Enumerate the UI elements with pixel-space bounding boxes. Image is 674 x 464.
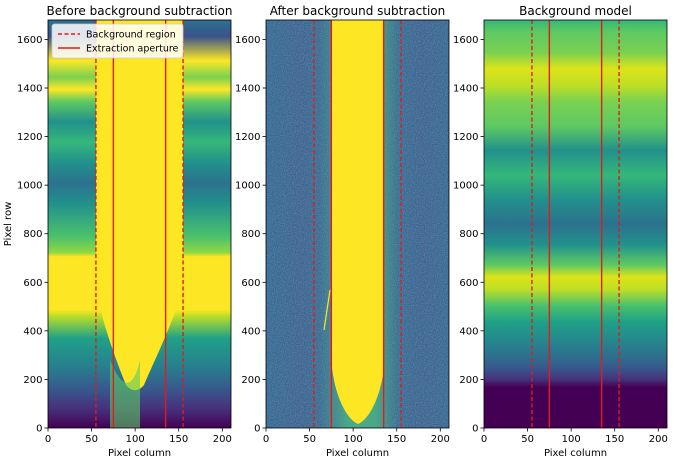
panel-1-title: Before background subtraction (47, 4, 233, 18)
panel-2-xtick-label: 0 (263, 434, 269, 445)
panel-2-ytick-label: 800 (241, 229, 260, 240)
panel-1-image (48, 20, 231, 428)
panel-1-ytick-label: 800 (23, 229, 42, 240)
legend-aperture-label: Extraction aperture (86, 44, 179, 55)
panel-2-ytick-label: 1600 (235, 35, 260, 46)
panel-1-ylabel: Pixel row (3, 202, 14, 247)
panel-1-xtick-label: 200 (213, 434, 232, 445)
panel-1-ytick-label: 1600 (17, 35, 42, 46)
panel-1-ytick-label: 0 (36, 424, 42, 435)
panel-2-ytick-label: 400 (241, 326, 260, 337)
panel-1-ytick-label: 1200 (17, 132, 42, 143)
panel-2-ytick-label: 0 (254, 424, 260, 435)
panel-1-ytick-label: 200 (23, 375, 42, 386)
panel-2-ytick-label: 1200 (235, 132, 260, 143)
panel-1-ytick-label: 1000 (17, 181, 42, 192)
panel-2-ytick-label: 1400 (235, 84, 260, 95)
panel-3-xtick-label: 200 (649, 434, 668, 445)
panel-2-xlabel: Pixel column (326, 448, 389, 459)
panel-2-image (266, 20, 449, 428)
panel-3-ytick-label: 1600 (453, 35, 478, 46)
panel-3-xtick-label: 150 (605, 434, 624, 445)
panel-3-xtick-label: 50 (521, 434, 534, 445)
panel-2-xtick-label: 150 (387, 434, 406, 445)
panel-3-ytick-label: 1000 (453, 181, 478, 192)
panel-3-xtick-label: 100 (562, 434, 581, 445)
panel-3-xlabel: Pixel column (544, 448, 607, 459)
panel-3-xtick-label: 0 (481, 434, 487, 445)
legend-box (51, 23, 184, 59)
panel-3-ytick-label: 200 (459, 375, 478, 386)
panel-3-title: Background model (519, 4, 632, 18)
panel-1-xtick-label: 0 (45, 434, 51, 445)
legend-background-region-label: Background region (86, 30, 176, 41)
panel-2-frame (265, 19, 450, 429)
panel-1-xtick-label: 100 (126, 434, 145, 445)
panel-2-ytick-label: 200 (241, 375, 260, 386)
panel-3-ytick-label: 800 (459, 229, 478, 240)
panel-3-ytick-label: 400 (459, 326, 478, 337)
panel-2-xtick-label: 50 (303, 434, 316, 445)
panel-3-image (484, 20, 667, 428)
panel-2-xtick-label: 100 (344, 434, 363, 445)
panel-1-xlabel: Pixel column (108, 448, 171, 459)
panel-1-xtick-label: 50 (85, 434, 98, 445)
panel-2-xtick-label: 200 (431, 434, 450, 445)
panel-1-ytick-label: 400 (23, 326, 42, 337)
panel-2-title: After background subtraction (270, 4, 445, 18)
panel-1-ytick-label: 600 (23, 278, 42, 289)
panel-1-ytick-label: 1400 (17, 84, 42, 95)
panel-2-ytick-label: 1000 (235, 181, 260, 192)
panel-3-frame (483, 19, 668, 429)
panel-3-ytick-label: 1200 (453, 132, 478, 143)
panel-1-xtick-label: 150 (169, 434, 188, 445)
panel-1-frame (47, 19, 232, 429)
panel-2-ytick-label: 600 (241, 278, 260, 289)
panel-3-ytick-label: 600 (459, 278, 478, 289)
panel-3-ytick-label: 1400 (453, 84, 478, 95)
panel-3-ytick-label: 0 (472, 424, 478, 435)
